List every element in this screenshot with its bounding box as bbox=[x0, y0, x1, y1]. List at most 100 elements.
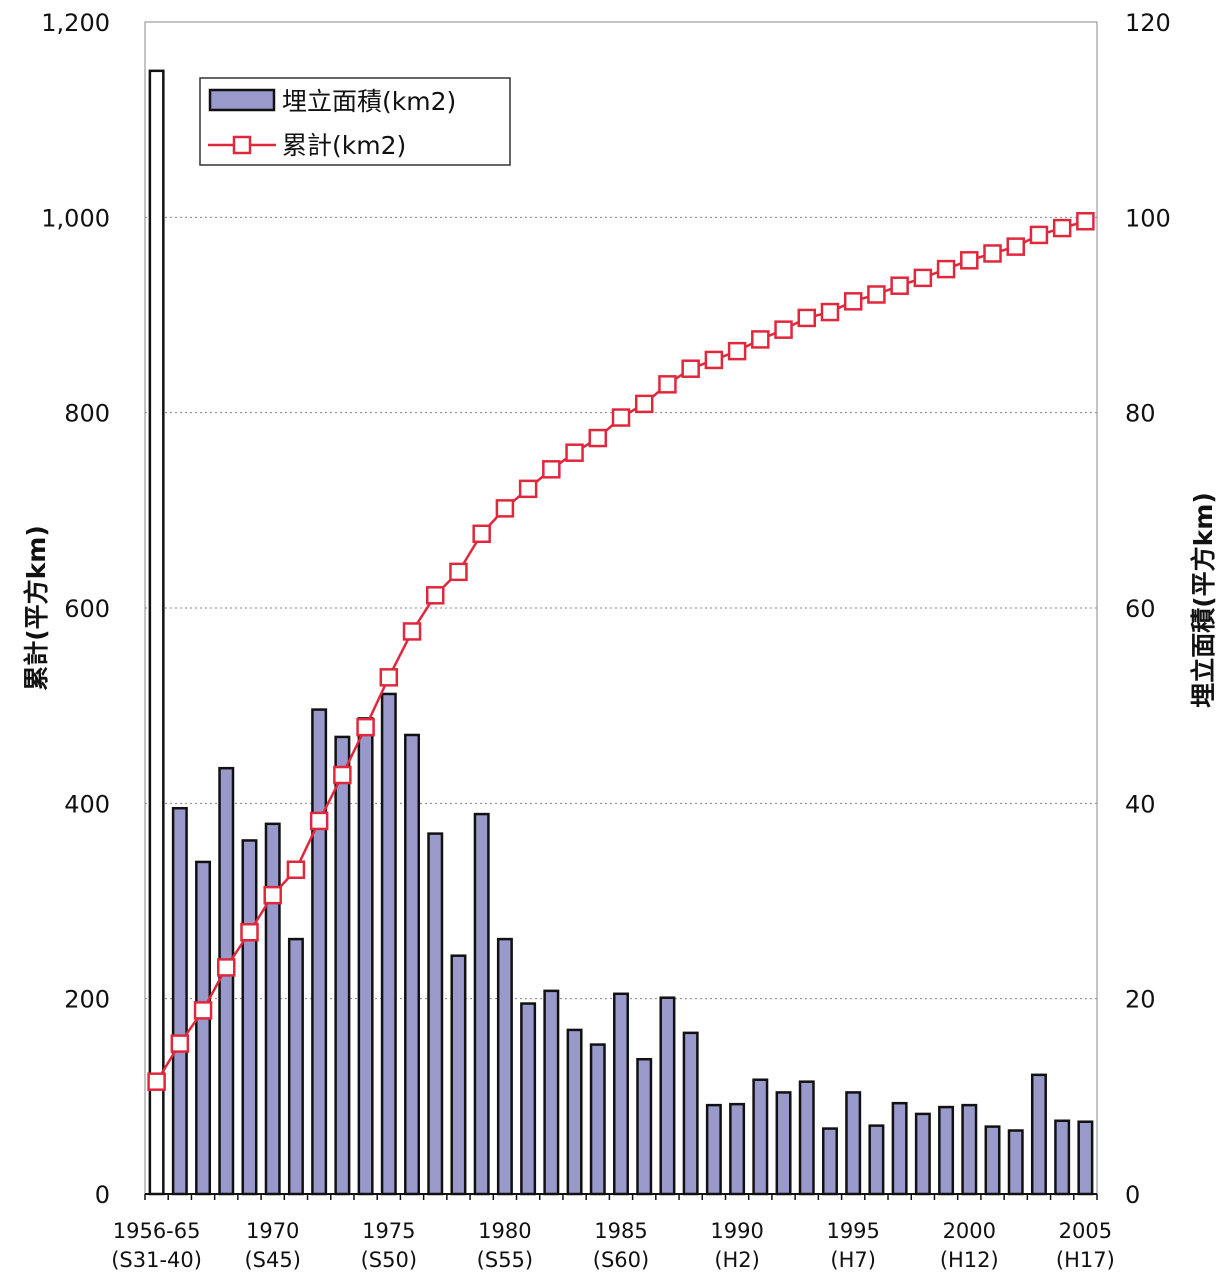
line-point bbox=[217, 958, 236, 977]
line-point bbox=[518, 479, 538, 499]
line-point bbox=[983, 244, 1002, 263]
bar bbox=[1054, 1119, 1071, 1196]
line-point bbox=[240, 923, 259, 942]
x-tick-label: 1956-65 bbox=[113, 1219, 201, 1243]
legend-line-marker bbox=[232, 135, 252, 155]
y-right-tick-label: 40 bbox=[1125, 790, 1156, 818]
line-point bbox=[1076, 211, 1095, 231]
line-point bbox=[1029, 225, 1049, 245]
bar bbox=[195, 860, 212, 1196]
bar bbox=[311, 708, 328, 1196]
bar bbox=[404, 733, 421, 1196]
bar bbox=[868, 1124, 885, 1196]
bar bbox=[775, 1091, 792, 1196]
y-right-tick-label: 0 bbox=[1125, 1181, 1140, 1209]
line-point bbox=[936, 259, 956, 279]
line-point bbox=[820, 302, 840, 322]
bar bbox=[496, 937, 513, 1196]
line-point bbox=[309, 811, 329, 831]
x-tick-era-label: (S60) bbox=[593, 1248, 649, 1272]
x-tick-era-label: (S31-40) bbox=[111, 1248, 202, 1272]
line-point bbox=[425, 586, 445, 605]
x-tick-label: 1975 bbox=[362, 1219, 415, 1243]
bar bbox=[613, 992, 629, 1196]
legend-bar-label: 埋立面積(km2) bbox=[282, 87, 456, 116]
line-point bbox=[751, 330, 770, 349]
legend-line-label: 累計(km2) bbox=[282, 131, 406, 160]
bar bbox=[264, 822, 281, 1196]
line-point bbox=[1006, 237, 1025, 256]
line-point bbox=[193, 1001, 213, 1020]
line-point bbox=[263, 885, 282, 905]
y-right-tick-label: 80 bbox=[1125, 400, 1156, 428]
bar bbox=[543, 989, 560, 1196]
line-point bbox=[147, 1072, 166, 1091]
bar bbox=[427, 832, 444, 1196]
y-right-tick-label: 100 bbox=[1125, 204, 1171, 232]
line-point bbox=[286, 860, 306, 879]
line-point bbox=[170, 1034, 190, 1053]
x-tick-label: 1995 bbox=[826, 1219, 879, 1243]
bar bbox=[682, 1031, 699, 1196]
bar bbox=[705, 1103, 722, 1196]
bar bbox=[891, 1101, 908, 1196]
bar bbox=[241, 839, 258, 1196]
bar bbox=[845, 1091, 862, 1196]
line-point bbox=[472, 524, 491, 544]
line-point bbox=[449, 562, 468, 582]
bar bbox=[798, 1080, 815, 1196]
legend-bar-swatch bbox=[208, 88, 276, 112]
x-tick-era-label: (H2) bbox=[714, 1248, 760, 1272]
line-point bbox=[542, 460, 561, 479]
legend: 埋立面積(km2) 累計(km2) bbox=[199, 77, 511, 166]
line-point bbox=[402, 622, 422, 641]
line-series bbox=[147, 211, 1095, 1091]
x-tick-era-label: (S50) bbox=[361, 1248, 417, 1272]
bar bbox=[821, 1127, 838, 1196]
y-axis-left-title: 累計(平方km) bbox=[22, 525, 51, 691]
x-tick-era-label: (H17) bbox=[1056, 1248, 1115, 1272]
bar bbox=[1030, 1073, 1047, 1196]
line-point bbox=[1052, 218, 1072, 238]
x-tick-label: 1985 bbox=[594, 1219, 647, 1243]
y-left-tick-label: 200 bbox=[64, 986, 110, 1014]
bar bbox=[938, 1105, 955, 1196]
line-point bbox=[867, 285, 886, 304]
y-left-tick-label: 600 bbox=[64, 595, 110, 623]
y-left-tick-label: 800 bbox=[64, 400, 110, 428]
y-right-tick-label: 60 bbox=[1125, 595, 1156, 623]
line-point bbox=[495, 499, 515, 518]
bar bbox=[589, 1043, 606, 1196]
line-point bbox=[379, 668, 399, 687]
bar bbox=[450, 954, 467, 1196]
bar bbox=[729, 1102, 746, 1196]
x-tick-era-label: (S55) bbox=[477, 1248, 533, 1272]
line-point bbox=[611, 408, 631, 427]
y-left-tick-label: 400 bbox=[64, 790, 110, 818]
y-left-tick-label: 0 bbox=[95, 1181, 110, 1209]
bar bbox=[520, 1002, 537, 1196]
bar bbox=[473, 812, 490, 1196]
x-tick-label: 2000 bbox=[943, 1219, 996, 1243]
x-tick-label: 1970 bbox=[246, 1219, 299, 1243]
x-tick-era-label: (H12) bbox=[940, 1248, 999, 1272]
legend-box bbox=[199, 77, 511, 166]
bar bbox=[914, 1112, 931, 1196]
line-point bbox=[727, 341, 747, 361]
y-left-tick-label: 1,200 bbox=[41, 9, 110, 37]
bar bbox=[566, 1028, 583, 1196]
line-point bbox=[843, 292, 863, 311]
bar bbox=[984, 1125, 1001, 1196]
bar bbox=[636, 1057, 653, 1196]
bar bbox=[357, 717, 374, 1196]
line-point bbox=[797, 308, 817, 328]
y-left-tick-label: 1,000 bbox=[41, 204, 110, 232]
bar bbox=[171, 806, 188, 1196]
x-tick-label: 1990 bbox=[710, 1219, 763, 1243]
line-point bbox=[890, 276, 909, 295]
y-right-tick-label: 20 bbox=[1125, 986, 1156, 1014]
bar bbox=[1077, 1120, 1094, 1196]
line-point bbox=[565, 443, 584, 462]
